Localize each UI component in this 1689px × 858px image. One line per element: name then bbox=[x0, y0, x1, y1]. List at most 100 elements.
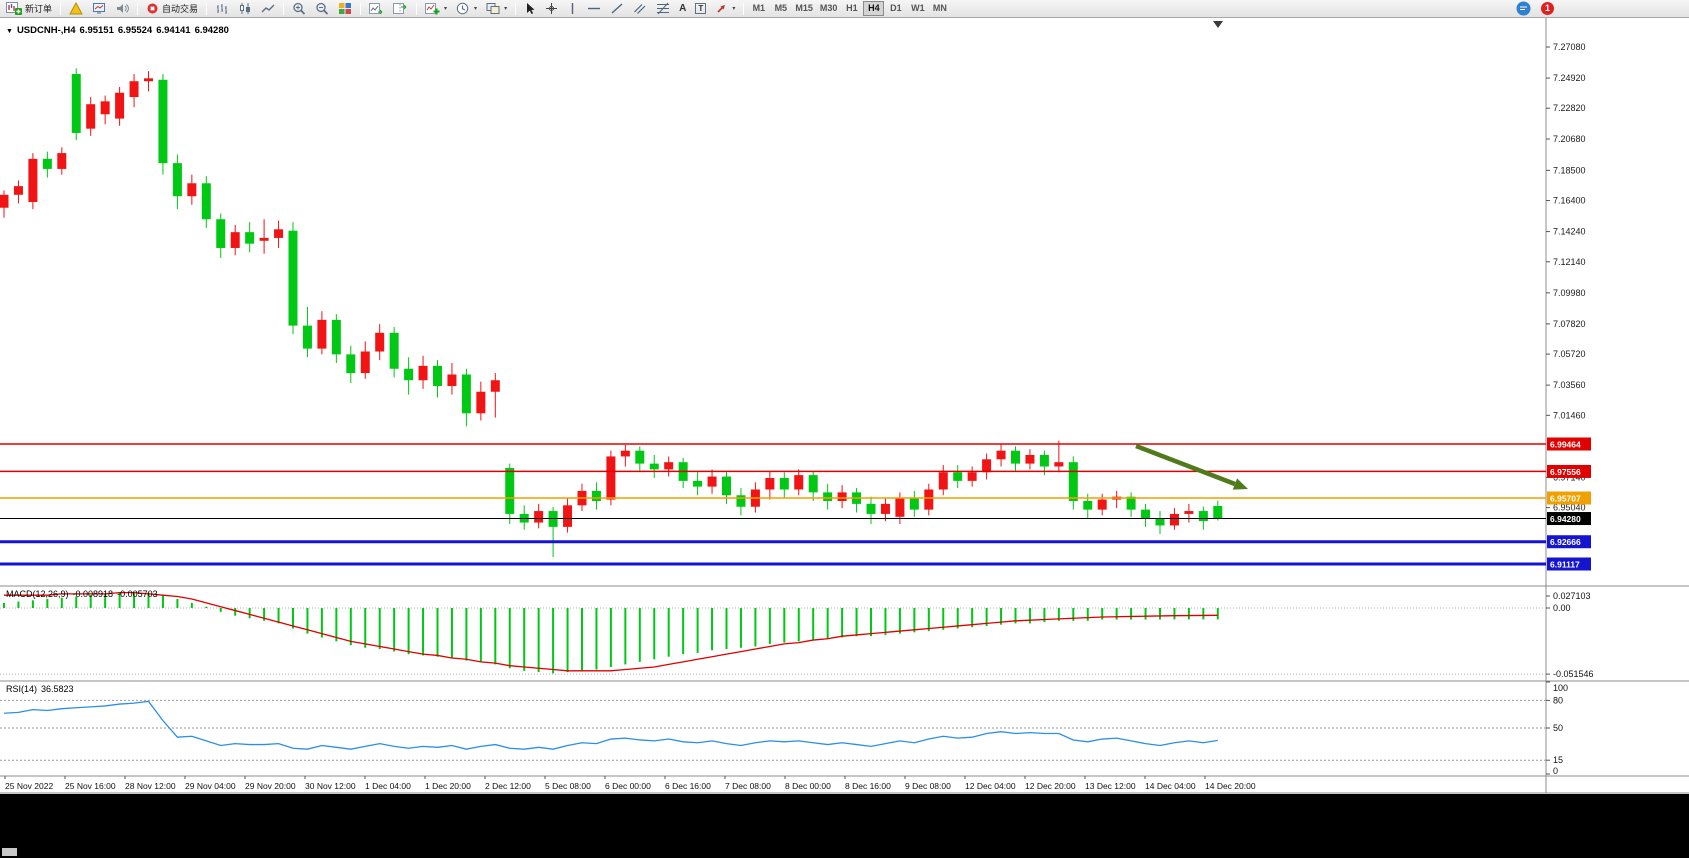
svg-text:7.16400: 7.16400 bbox=[1553, 196, 1586, 206]
community-button[interactable] bbox=[1512, 1, 1535, 17]
svg-text:6 Dec 00:00: 6 Dec 00:00 bbox=[605, 781, 651, 791]
chart-shift-icon bbox=[393, 3, 407, 14]
macd-histogram bbox=[3, 592, 1219, 674]
arrow-object-icon bbox=[717, 5, 726, 13]
notifications-badge[interactable]: 1 bbox=[1541, 2, 1554, 15]
ohlc-close: 6.94280 bbox=[194, 25, 229, 36]
timeframe-m15[interactable]: M15 bbox=[792, 1, 816, 16]
rsi-indicator-label: RSI(14) 36.5823 bbox=[6, 684, 78, 694]
svg-text:29 Nov 20:00: 29 Nov 20:00 bbox=[245, 781, 296, 791]
svg-text:6 Dec 16:00: 6 Dec 16:00 bbox=[665, 781, 711, 791]
timeframe-h4[interactable]: H4 bbox=[863, 1, 885, 16]
candlestick-chart-icon bbox=[240, 3, 251, 14]
toolbar-separator bbox=[137, 2, 139, 15]
templates-button[interactable]: ▾ bbox=[482, 1, 511, 17]
autotrading-status-icon bbox=[147, 3, 158, 14]
panel-borders bbox=[0, 18, 1689, 794]
chart-shift-button[interactable] bbox=[389, 1, 412, 17]
community-icon bbox=[1516, 1, 1531, 16]
timeframe-h1[interactable]: H1 bbox=[841, 1, 862, 16]
horizontal-line-tool-button[interactable] bbox=[583, 1, 605, 17]
periods-button[interactable]: ▾ bbox=[452, 1, 481, 17]
toolbar-separator bbox=[206, 2, 208, 15]
macd-main-value: -0.008918 bbox=[72, 589, 114, 599]
svg-text:6.99464: 6.99464 bbox=[1550, 440, 1581, 450]
text-label-tool-icon: T bbox=[695, 3, 707, 14]
toolbar-separator bbox=[360, 2, 362, 15]
tile-windows-button[interactable] bbox=[334, 1, 356, 17]
svg-text:7.01460: 7.01460 bbox=[1553, 410, 1586, 420]
svg-text:7.03560: 7.03560 bbox=[1553, 380, 1586, 390]
timeframe-m1[interactable]: M1 bbox=[748, 1, 769, 16]
zoom-in-button[interactable] bbox=[288, 1, 310, 17]
svg-text:0.00: 0.00 bbox=[1553, 603, 1571, 613]
svg-text:7 Dec 08:00: 7 Dec 08:00 bbox=[725, 781, 771, 791]
ohlc-open: 6.95151 bbox=[79, 25, 114, 36]
line-chart-button[interactable] bbox=[257, 1, 279, 17]
one-click-trading-arrow-icon[interactable]: ▼ bbox=[6, 28, 13, 35]
metaeditor-button[interactable] bbox=[65, 1, 87, 17]
toolbar-right-group: 1 bbox=[1512, 1, 1554, 17]
trendline-tool-button[interactable] bbox=[606, 1, 628, 17]
svg-text:12 Dec 04:00: 12 Dec 04:00 bbox=[965, 781, 1016, 791]
cursor-tool-button[interactable] bbox=[520, 1, 540, 17]
channel-icon bbox=[634, 4, 646, 14]
timeframe-d1[interactable]: D1 bbox=[885, 1, 906, 16]
new-order-icon bbox=[6, 2, 22, 15]
indicators-button[interactable]: ▾ bbox=[421, 1, 451, 17]
svg-text:100: 100 bbox=[1553, 683, 1568, 693]
vertical-line-tool-button[interactable] bbox=[563, 1, 582, 17]
sound-alerts-button[interactable] bbox=[111, 1, 133, 17]
arrows-tool-button[interactable]: ▾ bbox=[711, 1, 739, 17]
svg-text:2 Dec 12:00: 2 Dec 12:00 bbox=[485, 781, 531, 791]
zoom-out-button[interactable] bbox=[311, 1, 333, 17]
candlestick-chart-button[interactable] bbox=[234, 1, 256, 17]
ohlc-low: 6.94141 bbox=[156, 25, 191, 36]
svg-text:7.22820: 7.22820 bbox=[1553, 103, 1586, 113]
auto-scroll-button[interactable] bbox=[365, 1, 388, 17]
svg-text:1 Dec 20:00: 1 Dec 20:00 bbox=[425, 781, 471, 791]
svg-text:6.92666: 6.92666 bbox=[1550, 537, 1581, 547]
timeframe-mn[interactable]: MN bbox=[929, 1, 950, 16]
svg-text:12 Dec 20:00: 12 Dec 20:00 bbox=[1025, 781, 1076, 791]
trend-arrow-annotation[interactable] bbox=[1135, 443, 1248, 490]
svg-text:6.95707: 6.95707 bbox=[1550, 494, 1581, 504]
svg-text:29 Nov 04:00: 29 Nov 04:00 bbox=[185, 781, 236, 791]
text-tool-button[interactable]: A bbox=[675, 1, 690, 17]
svg-text:80: 80 bbox=[1553, 695, 1563, 705]
new-order-button[interactable]: 新订单 bbox=[2, 1, 56, 17]
svg-text:50: 50 bbox=[1553, 723, 1563, 733]
auto-trading-label: 自动交易 bbox=[162, 4, 199, 14]
toolbar-separator bbox=[416, 2, 418, 15]
zoom-out-icon bbox=[316, 2, 329, 15]
channel-tool-button[interactable] bbox=[629, 1, 651, 17]
horizontal-line-icon bbox=[588, 7, 601, 10]
crosshair-tool-button[interactable] bbox=[541, 1, 562, 17]
text-label-tool-button[interactable]: T bbox=[691, 1, 710, 17]
price-axis-badges: 6.99464 6.97556 6.95707 6.94280 6.92666 6.911… bbox=[1547, 437, 1591, 571]
rsi-name: RSI(14) bbox=[6, 684, 38, 694]
auto-trading-button[interactable]: 自动交易 bbox=[142, 1, 202, 17]
svg-text:6.91117: 6.91117 bbox=[1550, 560, 1580, 570]
timeframe-m5[interactable]: M5 bbox=[770, 1, 791, 16]
vertical-line-icon bbox=[571, 3, 574, 14]
dropdown-caret-icon: ▾ bbox=[444, 5, 448, 12]
svg-text:0.027103: 0.027103 bbox=[1553, 591, 1591, 601]
market-watch-button[interactable] bbox=[88, 1, 110, 17]
svg-text:0: 0 bbox=[1553, 766, 1558, 776]
chart-shift-marker-icon[interactable] bbox=[1213, 21, 1223, 28]
fibonacci-tool-button[interactable] bbox=[652, 1, 674, 17]
price-level-lines[interactable] bbox=[0, 443, 1546, 566]
macd-name: MACD(12,26,9) bbox=[6, 589, 69, 599]
svg-text:7.18500: 7.18500 bbox=[1553, 165, 1586, 175]
bar-chart-button[interactable] bbox=[211, 1, 233, 17]
timeframe-w1[interactable]: W1 bbox=[907, 1, 928, 16]
svg-text:7.09980: 7.09980 bbox=[1553, 288, 1586, 298]
timeframe-m30[interactable]: M30 bbox=[817, 1, 841, 16]
svg-text:7.14240: 7.14240 bbox=[1553, 227, 1586, 237]
svg-text:7.20680: 7.20680 bbox=[1553, 134, 1586, 144]
auto-scroll-icon bbox=[369, 3, 383, 15]
sound-alerts-icon bbox=[117, 4, 129, 13]
macd-signal-value: -0.005703 bbox=[117, 589, 158, 599]
